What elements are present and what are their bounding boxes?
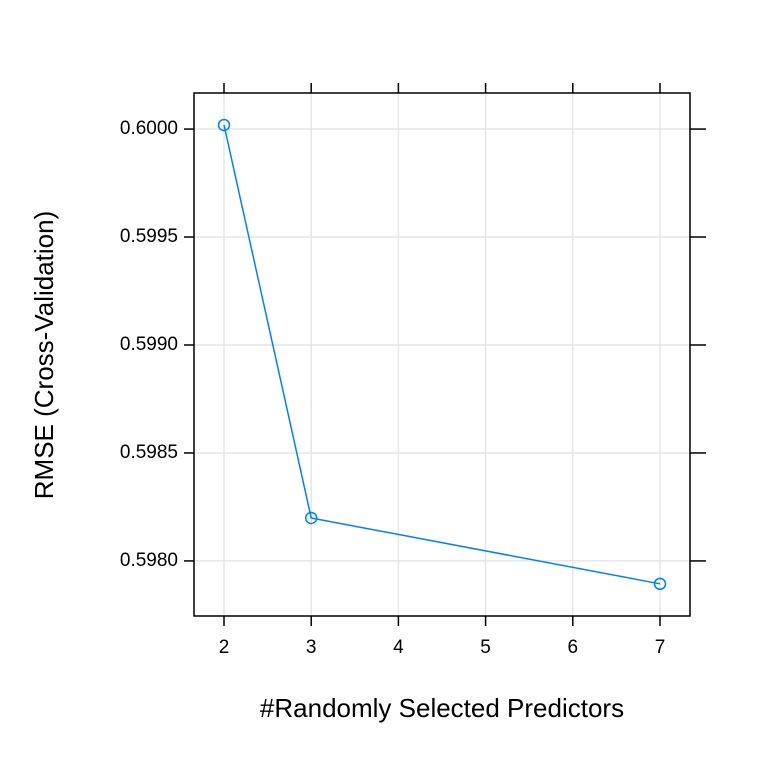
data-point [304,511,318,525]
y-tick-label: 0.5990 [120,334,178,355]
x-tick-label: 2 [219,637,230,658]
y-tick-label: 0.5995 [120,226,178,247]
x-tick-label: 5 [480,637,491,658]
plot-frame [193,92,691,617]
series-line [223,124,661,585]
x-tick-label: 4 [393,637,404,658]
data-point [217,118,231,132]
y-axis-title: RMSE (Cross-Validation) [29,211,59,499]
x-axis-title: #Randomly Selected Predictors [260,693,624,723]
y-tick-label: 0.5985 [120,442,178,463]
x-tick-label: 6 [568,637,579,658]
y-tick-label: 0.5980 [120,550,178,571]
y-tick-label: 0.6000 [120,118,178,139]
x-tick-label: 3 [306,637,317,658]
x-tick-label: 7 [655,637,666,658]
data-point [653,577,667,591]
